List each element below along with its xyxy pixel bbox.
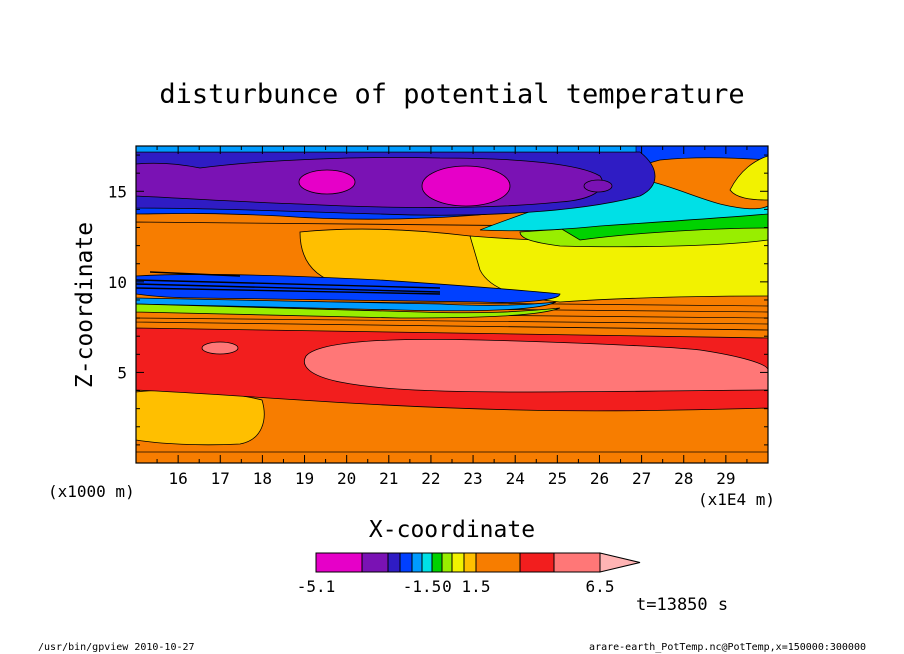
x-tick-label: 16 (169, 469, 188, 488)
x-tick-label: 25 (548, 469, 567, 488)
colorbar-swatch (463, 552, 477, 573)
x-tick-label: 26 (590, 469, 609, 488)
contour-band (479, 175, 768, 232)
x-unit-left: (x1000 m) (48, 482, 135, 501)
contour-band (136, 273, 561, 303)
colorbar-swatch (399, 552, 413, 573)
colorbar-labels: -5.1 -1.5 0 1.5 6.5 (297, 577, 615, 596)
x-unit-right: (x1E4 m) (698, 490, 775, 509)
colorbar-swatch (361, 552, 389, 573)
contour-band (729, 155, 768, 201)
y-tick-label: 15 (108, 182, 127, 201)
x-tick-label: 19 (295, 469, 314, 488)
colorbar-label: 0 (442, 577, 452, 596)
contour-band (136, 303, 561, 319)
contour-band (136, 146, 637, 153)
colorbar-swatch (387, 552, 401, 573)
colorbar-swatch (475, 552, 521, 573)
colorbar-swatch (451, 552, 465, 573)
x-tick-label: 29 (716, 469, 735, 488)
x-tick-label: 17 (211, 469, 230, 488)
colorbar-swatch (315, 552, 363, 573)
x-tick-label: 27 (632, 469, 651, 488)
colorbar-swatch (519, 552, 555, 573)
contour-band (298, 169, 356, 195)
contour-band (201, 341, 239, 355)
x-tick-label: 21 (379, 469, 398, 488)
x-tick-label: 22 (421, 469, 440, 488)
colorbar (315, 552, 641, 573)
contour-band (421, 165, 511, 207)
colorbar-label: 1.5 (462, 577, 491, 596)
colorbar-label: -5.1 (297, 577, 336, 596)
colorbar-swatch (441, 552, 453, 573)
colorbar-swatch (553, 552, 601, 573)
time-label: t=13850 s (636, 595, 728, 615)
colorbar-swatch (431, 552, 443, 573)
y-tick-label: 5 (117, 363, 127, 382)
x-axis-ticks: 16 17 18 19 20 21 22 23 24 25 26 27 28 29 (156, 146, 748, 488)
contour-band (304, 338, 768, 393)
x-tick-label: 24 (506, 469, 525, 488)
y-axis-ticks: 5 10 15 (108, 154, 768, 446)
colorbar-label: -1.5 (403, 577, 442, 596)
footer-right: arare-earth_PotTemp.nc@PotTemp,x=150000:… (589, 642, 866, 653)
x-tick-label: 20 (337, 469, 356, 488)
colorbar-swatch (411, 552, 423, 573)
x-tick-label: 23 (463, 469, 482, 488)
y-axis-label: Z-coordinate (72, 222, 98, 388)
x-tick-label: 28 (674, 469, 693, 488)
x-tick-label: 18 (253, 469, 272, 488)
footer-left: /usr/bin/gpview 2010-10-27 (38, 642, 195, 653)
contour-field (136, 146, 768, 463)
contour-band (136, 451, 768, 463)
x-axis-label: X-coordinate (369, 517, 535, 543)
colorbar-swatch (421, 552, 433, 573)
colorbar-label: 6.5 (586, 577, 615, 596)
contour-band (136, 297, 557, 312)
contour-band (136, 390, 265, 446)
chart-title: disturbunce of potential temperature (159, 79, 744, 110)
contour-band (583, 179, 613, 193)
colorbar-arrow (599, 552, 641, 573)
contour-line (136, 271, 441, 295)
y-tick-label: 10 (108, 273, 127, 292)
